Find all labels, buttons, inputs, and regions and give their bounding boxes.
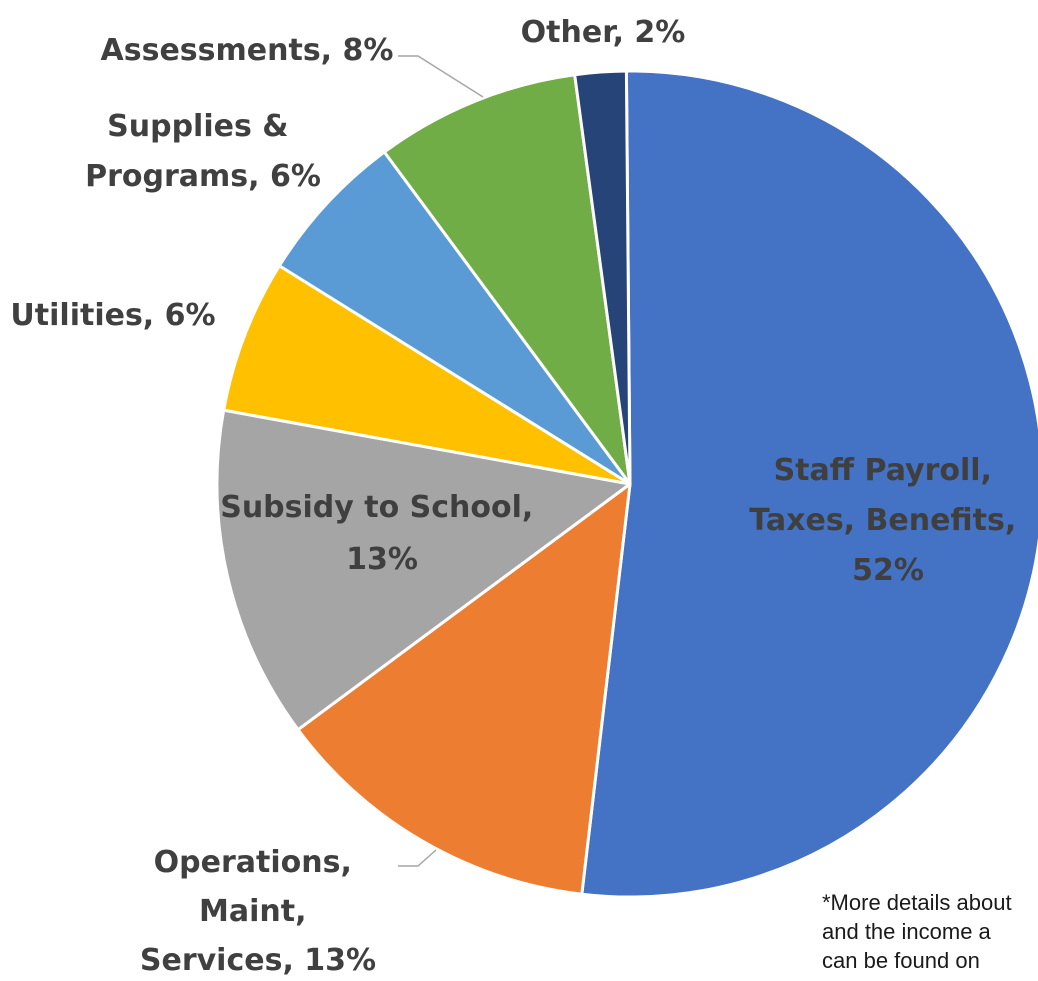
label-supplies-line-1: Supplies & (107, 109, 288, 144)
label-assessments-line-1: Assessments, 8% (101, 33, 394, 68)
pie-slice-other (573, 69, 632, 486)
label-subsidy-line-1: Subsidy to School, (220, 490, 533, 525)
pie-slice-supplies-programs (277, 150, 632, 486)
pie-slice-subsidy-to-school (215, 408, 632, 732)
label-other: Other, 2% (521, 15, 686, 50)
label-staff-line-2: Taxes, Benefits, (749, 503, 1016, 538)
pie-slice-utilities (222, 264, 632, 486)
label-operations-line-3: Services, 13% (140, 943, 376, 978)
pie-slice-operations (296, 482, 632, 896)
leader-line-assessments (398, 55, 484, 98)
label-supplies-programs: Supplies & Programs, 6% (85, 109, 321, 194)
label-operations-line-2: Maint, (199, 894, 306, 929)
leader-line-operations (398, 849, 437, 867)
label-subsidy-line-2: 13% (346, 542, 418, 577)
label-other-line-1: Other, 2% (521, 15, 686, 50)
pie-slice-staff-payroll (580, 69, 1038, 899)
label-utilities-line-1: Utilities, 6% (10, 298, 215, 333)
label-supplies-line-2: Programs, 6% (85, 159, 321, 194)
label-operations-line-1: Operations, (154, 845, 352, 880)
pie-slice-assessments (382, 73, 632, 486)
label-staff-line-3: 52% (852, 553, 924, 588)
pie-slices (215, 69, 1038, 899)
label-operations: Operations, Maint, Services, 13% (140, 845, 376, 978)
label-subsidy-to-school: Subsidy to School, 13% (220, 490, 544, 577)
label-staff-payroll: Staff Payroll, Taxes, Benefits, 52% (749, 453, 1026, 588)
label-assessments: Assessments, 8% (101, 33, 394, 68)
label-utilities: Utilities, 6% (10, 298, 215, 333)
footnote-text: *More details about and the income a can… (822, 890, 1012, 973)
label-staff-line-1: Staff Payroll, (774, 453, 992, 488)
